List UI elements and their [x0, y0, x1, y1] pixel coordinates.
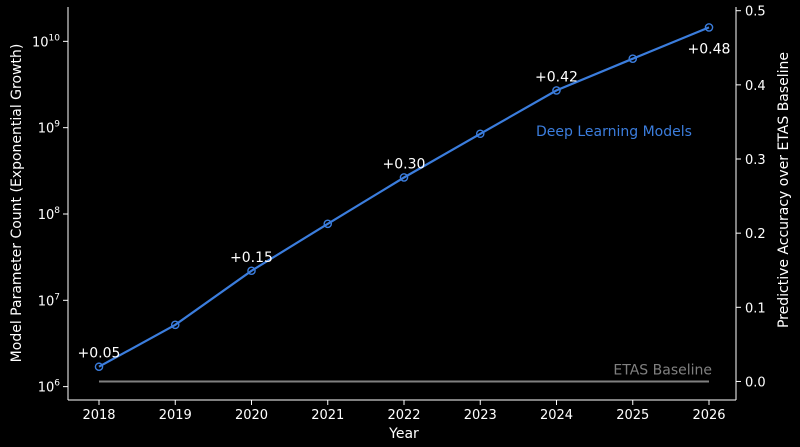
- accuracy-annotation: +0.05: [78, 346, 121, 362]
- x-tick-label: 2025: [616, 408, 649, 423]
- deep-learning-models-point: [170, 320, 180, 330]
- deep-learning-models-point: [399, 173, 409, 182]
- deep-learning-models-point: [475, 129, 485, 139]
- deep-learning-models-point: [247, 266, 256, 276]
- deep-learning-models-line: [98, 26, 710, 368]
- right-y-axis-title: Predictive Accuracy over ETAS Baseline: [776, 52, 792, 328]
- accuracy-annotation: +0.48: [688, 41, 731, 57]
- series-label-etas-baseline: ETAS Baseline: [613, 362, 712, 378]
- x-tick-label: 2024: [540, 408, 573, 423]
- deep-learning-models-point: [628, 54, 638, 63]
- x-tick-label: 2023: [464, 408, 497, 423]
- x-tick-label: 2018: [82, 408, 115, 423]
- ticks: 2018 2019 2020 2021 2022 2023 2024 2025 20261061…: [32, 5, 766, 423]
- accuracy-annotation: +0.15: [230, 250, 273, 266]
- x-tick-label: 2026: [692, 408, 725, 423]
- right-y-tick-label: 0.4: [745, 79, 766, 94]
- deep-learning-models-point: [552, 86, 561, 95]
- axes: [67, 7, 737, 401]
- right-y-tick-label: 0.3: [745, 153, 766, 168]
- x-axis-title: Year: [388, 426, 419, 442]
- series-label-deep-learning-models: Deep Learning Models: [536, 124, 692, 140]
- x-tick-label: 2021: [311, 408, 344, 423]
- marks: [94, 23, 714, 383]
- accuracy-annotation: +0.30: [383, 156, 426, 172]
- x-tick-label: 2019: [159, 408, 192, 423]
- deep-learning-models-point: [94, 362, 104, 372]
- right-y-tick-label: 0.0: [745, 375, 766, 390]
- right-y-tick-label: 0.1: [745, 301, 766, 316]
- deep-learning-models-point: [323, 219, 333, 229]
- deep-learning-models-point: [704, 23, 714, 32]
- x-tick-label: 2022: [387, 408, 420, 423]
- x-tick-label: 2020: [235, 408, 268, 423]
- accuracy-annotation: +0.42: [535, 69, 578, 85]
- labels: Deep Learning Models ETAS Baseline +0.05 +0…: [78, 41, 731, 378]
- left-y-axis-title: Model Parameter Count (Exponential Growt…: [9, 44, 25, 363]
- right-y-tick-label: 0.2: [745, 227, 766, 242]
- right-y-tick-label: 0.5: [745, 5, 766, 20]
